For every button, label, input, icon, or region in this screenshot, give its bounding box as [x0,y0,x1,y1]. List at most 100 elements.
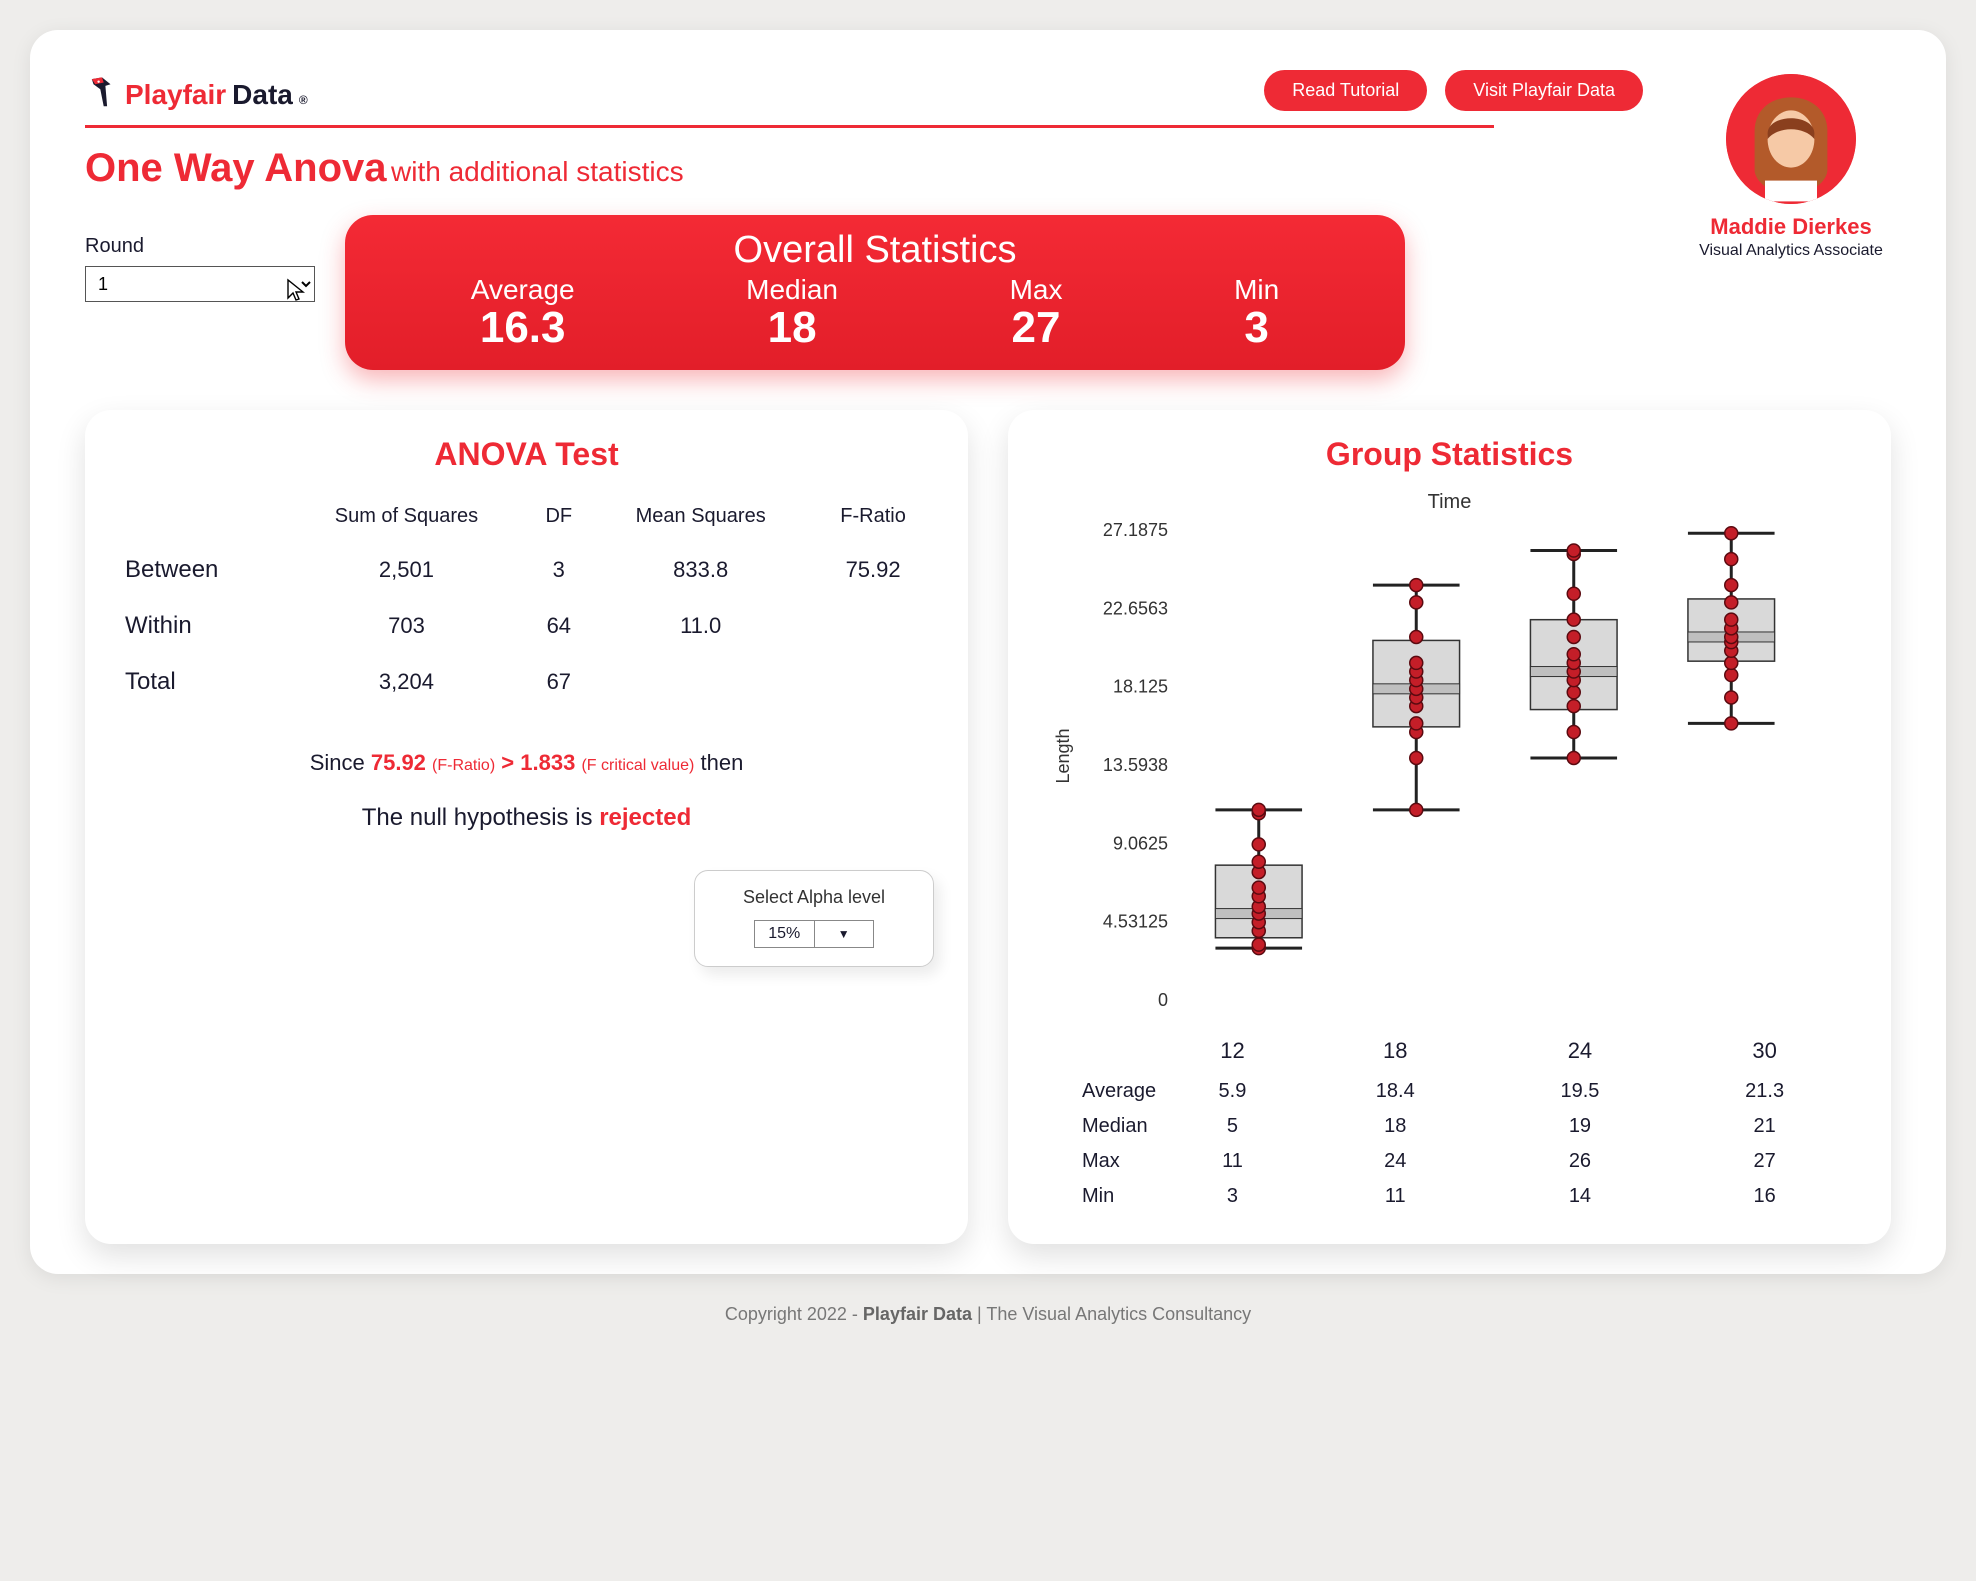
group-cell: 26 [1488,1144,1673,1179]
group-row: Max11242627 [1042,1144,1857,1179]
footer-b: Playfair Data [863,1304,972,1324]
title-sub: with additional statistics [391,156,684,187]
anova-ms: 833.8 [589,542,812,598]
alpha-label: Select Alpha level [713,887,915,908]
group-cell: 19.5 [1488,1074,1673,1109]
group-cell: 16 [1672,1179,1857,1214]
page-title: One Way Anova with additional statistics [85,146,1891,191]
overall-label: Max [1010,274,1063,306]
overall-title: Overall Statistics [385,229,1365,272]
footer: Copyright 2022 - Playfair Data | The Vis… [30,1304,1946,1325]
anova-ms [589,654,812,710]
group-cell: 14 [1488,1179,1673,1214]
concl-fval: 75.92 [371,750,426,775]
group-cell: 18.4 [1303,1074,1488,1109]
group-xcat: 18 [1303,1032,1488,1074]
anova-row: Total 3,204 67 [119,654,934,710]
anova-conclusion: Since 75.92 (F-Ratio) > 1.833 (F critica… [119,750,934,832]
group-cell: 27 [1672,1144,1857,1179]
bird-icon [85,74,119,108]
alpha-value: 15% [755,921,814,947]
brand-reg: ® [299,93,308,107]
anova-row-name: Total [119,654,284,710]
concl-since: Since [310,750,365,775]
overall-cell: Median 18 [746,274,838,350]
footer-a: Copyright 2022 - [725,1304,863,1324]
group-xrow: 12182430 [1042,1032,1857,1074]
stats-row: Round 1 Overall Statistics Average 16.3 M… [85,215,1891,370]
overall-stats: Overall Statistics Average 16.3 Median 18… [345,215,1405,370]
anova-col-f: F-Ratio [812,491,934,542]
group-cell: 11 [1303,1179,1488,1214]
svg-text:4.53125: 4.53125 [1102,912,1167,932]
profile-card: Maddie Dierkes Visual Analytics Associat… [1691,74,1891,260]
group-cell: 21 [1672,1109,1857,1144]
group-row: Min3111416 [1042,1179,1857,1214]
overall-cell: Average 16.3 [471,274,575,350]
overall-label: Min [1234,274,1279,306]
group-cell: 11 [1162,1144,1303,1179]
dashboard-page: Maddie Dierkes Visual Analytics Associat… [30,30,1946,1274]
chart-ylabel: Length [1053,728,1074,783]
overall-label: Average [471,274,575,306]
svg-text:18.125: 18.125 [1112,677,1167,697]
round-select[interactable]: 1 [85,266,315,302]
cards-row: ANOVA Test Sum of Squares DF Mean Square… [85,410,1891,1244]
svg-text:22.6563: 22.6563 [1102,598,1167,618]
read-tutorial-button[interactable]: Read Tutorial [1264,70,1427,111]
title-main: One Way Anova [85,146,387,190]
anova-row: Within 703 64 11.0 [119,598,934,654]
group-xcat: 12 [1162,1032,1303,1074]
avatar [1726,74,1856,204]
group-cell: 19 [1488,1109,1673,1144]
anova-col-ms: Mean Squares [589,491,812,542]
anova-f: 75.92 [812,542,934,598]
overall-cell: Max 27 [1010,274,1063,350]
overall-label: Median [746,274,838,306]
concl-flab: (F-Ratio) [432,757,495,774]
overall-value: 18 [746,306,838,350]
group-cell: 5 [1162,1109,1303,1144]
anova-col-ss: Sum of Squares [284,491,528,542]
group-xcat: 24 [1488,1032,1673,1074]
alpha-box: Select Alpha level 15% ▼ [694,870,934,967]
anova-row-name: Between [119,542,284,598]
overall-value: 16.3 [471,306,575,350]
group-row-label: Median [1042,1109,1162,1144]
boxplot-chart: 04.531259.062513.593818.12522.656327.187… [1070,520,1830,1020]
brand-part1: Playfair [125,79,226,111]
group-cell: 5.9 [1162,1074,1303,1109]
profile-name: Maddie Dierkes [1691,214,1891,240]
concl-line2b: rejected [599,804,691,831]
group-cell: 3 [1162,1179,1303,1214]
anova-df: 64 [528,598,589,654]
alpha-select[interactable]: 15% ▼ [754,920,874,948]
visit-playfair-button[interactable]: Visit Playfair Data [1445,70,1643,111]
concl-then: then [700,750,743,775]
overall-value: 27 [1010,306,1063,350]
group-card: Group Statistics Time Length 04.531259.0… [1008,410,1891,1244]
round-label: Round [85,235,315,258]
anova-ss: 703 [284,598,528,654]
footer-c: | The Visual Analytics Consultancy [972,1304,1251,1324]
brand-logo: PlayfairData ® [85,70,308,111]
group-row-label: Min [1042,1179,1162,1214]
overall-value: 3 [1234,306,1279,350]
header-rule [85,125,1494,128]
brand-part2: Data [232,79,293,111]
svg-text:9.0625: 9.0625 [1112,833,1167,853]
group-cell: 24 [1303,1144,1488,1179]
concl-line2a: The null hypothesis is [362,804,593,831]
group-xcat: 30 [1672,1032,1857,1074]
svg-text:0: 0 [1157,990,1167,1010]
group-cell: 21.3 [1672,1074,1857,1109]
svg-text:27.1875: 27.1875 [1102,520,1167,540]
chevron-down-icon: ▼ [814,921,874,947]
anova-f [812,598,934,654]
concl-gt: > [501,750,514,775]
anova-ms: 11.0 [589,598,812,654]
group-summary-table: 12182430Average5.918.419.521.3Median5181… [1042,1032,1857,1214]
group-row-label: Average [1042,1074,1162,1109]
chart-xlabel-top: Time [1042,491,1857,514]
anova-df: 3 [528,542,589,598]
